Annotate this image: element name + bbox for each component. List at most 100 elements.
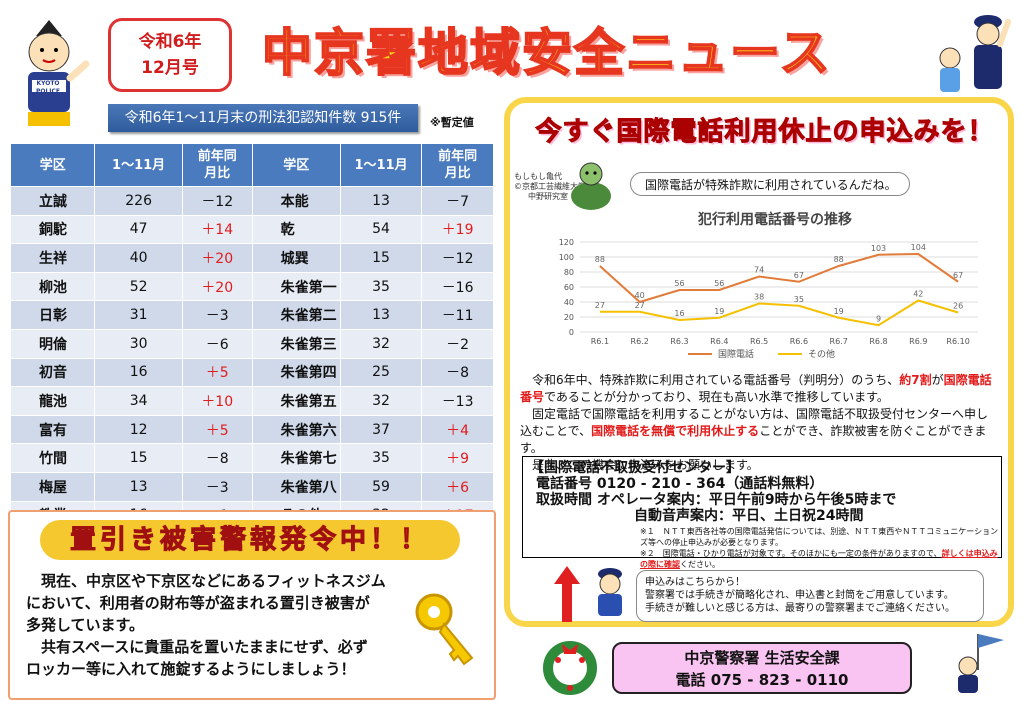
credit-line: ©京都工芸繊維大学 xyxy=(514,182,586,191)
contact-box: 中京警察署 生活安全課 電話 075 - 823 - 0110 xyxy=(612,642,912,694)
year-over-year-diff: ＋20 xyxy=(181,271,253,302)
table-row: 明倫 30 －6 朱雀第三 32 －2 xyxy=(9,328,494,359)
year-over-year-diff: －8 xyxy=(421,357,494,388)
chart-y-tick-label: 20 xyxy=(564,313,574,322)
chart-y-tick-label: 60 xyxy=(564,283,574,292)
center-info-box xyxy=(522,456,1002,558)
district-name: 朱雀第六 xyxy=(251,414,341,445)
chart-data-label: 88 xyxy=(834,255,844,264)
chart-x-tick-label: R6.3 xyxy=(670,337,688,346)
apply-line: 申込みはこちらから！ xyxy=(645,577,745,588)
apply-speech-bubble: 申込みはこちらから！ 警察署では手続きが簡略化され、申込書と封筒をご用意していま… xyxy=(636,570,984,622)
body-paragraph-3: 是非、この機会に申込みをお願いします。 xyxy=(532,458,759,472)
newsletter-title: 中京署地域安全ニュース xyxy=(261,23,832,83)
footnote-text: ※２ 国際電話・ひかり電話が対象です。そのほかにも一定の条件がありますので、 xyxy=(640,549,942,558)
chart-data-label: 42 xyxy=(913,290,923,299)
chart-data-label: 38 xyxy=(754,293,764,302)
chart-y-tick-label: 0 xyxy=(569,328,574,337)
body-highlight: 約7割 xyxy=(899,373,932,387)
chart-legend: 国際電話 その他 xyxy=(688,348,835,360)
chart-y-tick-label: 100 xyxy=(559,253,574,262)
year-over-year-diff: －2 xyxy=(421,328,494,359)
district-name: 富有 xyxy=(9,414,96,445)
chart-data-label: 56 xyxy=(714,279,724,288)
chart-data-label: 56 xyxy=(674,279,684,288)
district-name: 朱雀第五 xyxy=(251,386,341,416)
chart-data-label: 88 xyxy=(595,255,605,264)
crime-count: 34 xyxy=(94,386,183,416)
year-over-year-diff: －12 xyxy=(181,186,253,216)
chart-data-label: 19 xyxy=(714,307,724,316)
district-name: 生祥 xyxy=(9,243,96,273)
contact-phone: 電話 075 - 823 - 0110 xyxy=(675,671,849,689)
year-over-year-diff: ＋19 xyxy=(421,214,494,245)
footnote-text: ください。 xyxy=(680,560,720,569)
crime-count: 12 xyxy=(94,414,183,445)
chart-y-tick-label: 40 xyxy=(564,298,574,307)
table-row: 銅駝 47 ＋14 乾 54 ＋19 xyxy=(9,214,494,245)
year-over-year-diff: ＋10 xyxy=(181,386,253,416)
credit-line: 中野研究室 xyxy=(528,192,568,201)
chart-x-tick-label: R6.1 xyxy=(591,337,609,346)
turtle-speech-bubble: 国際電話が特殊詐欺に利用されているんだね。 xyxy=(630,172,910,196)
chart-data-label: 9 xyxy=(876,314,881,323)
crime-summary-bar: 令和6年1～11月末の刑法犯認知件数 915件 xyxy=(108,104,418,132)
table-row: 富有 12 ＋5 朱雀第六 37 ＋4 xyxy=(9,414,494,445)
chart-y-tick-label: 120 xyxy=(559,238,574,247)
year-over-year-diff: ＋4 xyxy=(421,414,494,445)
footnotes: ※１ ＮＴＴ東西各社等の国際電話発信については、別途、ＮＴＴ東西やＮＴＴコミュニ… xyxy=(640,526,1000,570)
table-row: 初音 16 ＋5 朱雀第四 25 －8 xyxy=(9,357,494,388)
crime-count: 35 xyxy=(339,443,423,473)
year-over-year-diff: ＋9 xyxy=(421,443,494,473)
issue-label: 令和6年 12月号 xyxy=(108,18,232,92)
crime-count: 32 xyxy=(339,328,423,359)
chart-data-label: 74 xyxy=(754,266,764,275)
chart-x-ticks: R6.1 R6.2 R6.3 R6.4 R6.5 R6.6 R6.7 R6.8 R6.9 R6.1… xyxy=(591,337,970,346)
chart-x-tick-label: R6.5 xyxy=(750,337,768,346)
column-header: 1～11月 xyxy=(94,143,183,187)
crime-count: 16 xyxy=(94,357,183,388)
chart-series: 88 40 56 56 74 67 88 103 104 67 27 27 16 19 38 35 19 9 42 2… xyxy=(595,243,963,327)
provisional-note: ※暫定値 xyxy=(430,116,474,129)
apply-line: 手続きが難しいと感じる方は、最寄りの警察署までご連絡ください。 xyxy=(645,603,955,614)
issue-year: 令和6年 xyxy=(138,32,202,52)
chart-data-label: 16 xyxy=(674,309,684,318)
table-body: 立誠 226 －12 本能 13 －7 銅駝 47 ＋14 乾 54 ＋19 生祥 40 ＋20 城巽 15 －1… xyxy=(9,186,494,531)
chart-x-tick-label: R6.8 xyxy=(869,337,887,346)
alert-line: 現在、中京区や下京区などにあるフィットネスジム xyxy=(41,572,386,590)
mascot-badge: KYOTO POLICE xyxy=(35,80,61,95)
district-name: 竹間 xyxy=(9,443,96,473)
body-text: 令和6年中、特殊詐欺に利用されている電話番号（判明分）のうち、 xyxy=(532,373,900,387)
chart-x-tick-label: R6.6 xyxy=(790,337,808,346)
chart-legend-label: 国際電話 xyxy=(718,348,754,360)
chart-y-tick-label: 80 xyxy=(564,268,574,277)
chart-x-tick-label: R6.9 xyxy=(909,337,927,346)
chart-x-tick-label: R6.10 xyxy=(946,337,969,346)
table-row: 龍池 34 ＋10 朱雀第五 32 －13 xyxy=(9,386,494,416)
intl-call-title: 今すぐ国際電話利用休止の申込みを！ xyxy=(535,117,995,148)
year-over-year-diff: －3 xyxy=(181,300,253,330)
chart-data-label: 35 xyxy=(794,295,804,304)
year-over-year-diff: －8 xyxy=(181,443,253,473)
chart-data-label: 19 xyxy=(834,307,844,316)
chart-data-label: 27 xyxy=(595,301,605,310)
body-text: 固定電話で国際電話を利用することがない方は、国際電話不取扱受付センターへ申し込む… xyxy=(520,407,989,438)
year-over-year-diff: ＋5 xyxy=(181,414,253,445)
body-highlight: 国際電話を無償で利用休止する xyxy=(591,424,760,438)
district-name: 龍池 xyxy=(9,386,96,416)
chart-svg: 犯行利用電話番号の推移 0 20 40 60 80 100 120 R6.1 R6.2 R6.3… xyxy=(559,211,978,360)
column-header: 前年同 月比 xyxy=(421,143,494,187)
chart-y-ticks: 0 20 40 60 80 100 120 xyxy=(559,238,574,337)
crime-count: 31 xyxy=(94,300,183,330)
district-name: 初音 xyxy=(9,357,96,388)
police-officer-illustration xyxy=(928,8,1020,96)
crime-count: 15 xyxy=(94,443,183,473)
crime-count: 15 xyxy=(339,243,423,273)
crime-count: 226 xyxy=(94,186,183,216)
chart-legend-label: その他 xyxy=(808,348,835,360)
crime-count: 54 xyxy=(339,214,423,245)
chart-data-label: 67 xyxy=(953,271,963,280)
body-text: ことができ、詐欺被害を防ぐことができます。 xyxy=(520,424,987,455)
crime-count: 35 xyxy=(339,271,423,302)
district-name: 朱雀第三 xyxy=(251,328,341,359)
